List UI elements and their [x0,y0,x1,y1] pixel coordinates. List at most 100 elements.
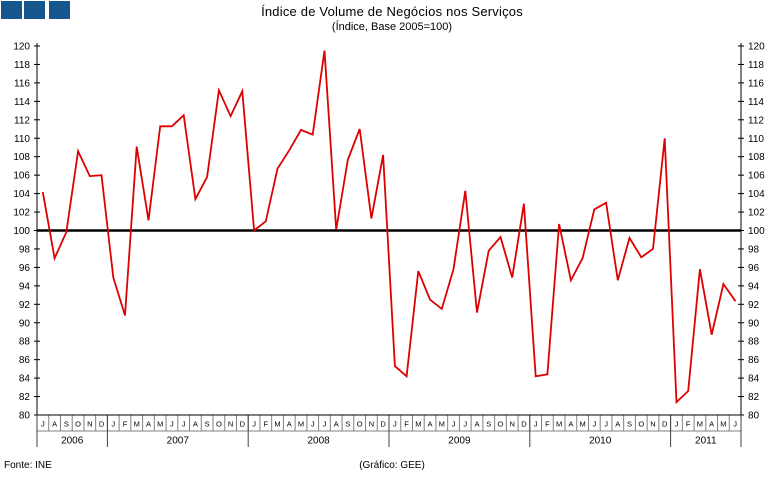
y-axis-label-right: 110 [748,134,764,145]
y-axis-label-left: 112 [14,115,30,126]
y-axis-label-right: 120 [748,42,765,53]
month-label: A [709,420,714,429]
y-axis-label-right: 102 [748,208,765,219]
y-axis-label-left: 120 [13,42,30,53]
y-axis-label-right: 84 [748,374,760,385]
chart-title: Índice de Volume de Negócios nos Serviço… [261,4,523,19]
month-label: J [252,420,256,429]
y-axis-label-left: 82 [19,392,31,403]
y-axis-label-left: 96 [19,263,31,274]
month-label: J [463,420,467,429]
y-axis-label-right: 100 [748,226,765,237]
month-label: N [228,420,233,429]
logo [1,1,72,19]
y-axis-label-right: 108 [748,152,765,163]
month-label: F [404,420,409,429]
month-label: N [650,420,655,429]
y-axis-label-left: 84 [19,374,31,385]
month-label: F [686,420,691,429]
y-axis-label-left: 90 [19,318,31,329]
y-axis-label-left: 116 [14,78,30,89]
y-axis-label-left: 118 [14,60,30,71]
month-label: F [264,420,269,429]
month-label: O [75,420,81,429]
month-label: O [357,420,363,429]
y-axis-label-left: 86 [19,355,31,366]
month-label: N [87,420,92,429]
month-label: J [592,420,596,429]
month-label: J [733,420,737,429]
month-label: D [521,420,527,429]
month-label: F [545,420,550,429]
logo-square [1,1,22,19]
year-label: 2010 [589,436,612,447]
month-label: A [52,420,57,429]
month-label: J [170,420,174,429]
month-label: J [604,420,608,429]
logo-square [24,1,45,19]
month-label: D [240,420,246,429]
month-label: A [334,420,339,429]
y-axis-label-left: 108 [13,152,30,163]
month-label: J [393,420,397,429]
month-label: J [675,420,679,429]
month-label: A [193,420,198,429]
y-axis-label-left: 114 [14,97,30,108]
y-axis-label-left: 104 [13,189,30,200]
month-label: J [182,420,186,429]
y-axis-label-right: 90 [748,318,760,329]
footer-credit: (Gráfico: GEE) [359,460,425,471]
year-label: 2006 [61,436,84,447]
y-axis-label-left: 98 [19,244,31,255]
month-label: M [298,420,304,429]
y-axis-label-right: 88 [748,337,760,348]
y-axis-label-left: 88 [19,337,31,348]
month-label: S [627,420,632,429]
y-axis-label-right: 118 [748,60,764,71]
month-label: S [345,420,350,429]
month-label: M [697,420,703,429]
month-label: J [452,420,456,429]
y-axis-label-left: 110 [14,134,30,145]
month-label: N [509,420,514,429]
y-axis-label-right: 92 [748,300,760,311]
month-label: N [369,420,374,429]
y-axis-label-right: 114 [748,97,764,108]
year-label: 2008 [307,436,330,447]
y-axis-label-left: 80 [19,411,31,422]
month-label: M [274,420,280,429]
logo-square [49,1,70,19]
month-label: S [64,420,69,429]
month-label: D [662,420,668,429]
y-axis-label-right: 116 [748,78,764,89]
y-axis-ticks: 80 80 82 82 84 84 86 86 88 88 90 90 92 92 94 94 96 96 98 98… [13,42,765,422]
month-label: A [568,420,573,429]
year-label: 2009 [448,436,471,447]
x-axis-years: 2006 2007 2008 2009 2010 2011 [36,415,742,447]
month-label: M [439,420,445,429]
y-axis-label-right: 80 [748,411,760,422]
month-label: O [216,420,222,429]
y-axis-label-left: 106 [13,171,30,182]
month-label: D [99,420,105,429]
year-label: 2011 [695,436,717,447]
y-axis-label-right: 112 [748,115,764,126]
month-label: A [287,420,292,429]
month-label: F [123,420,128,429]
month-label: J [311,420,315,429]
month-label: M [579,420,585,429]
y-axis-label-left: 92 [19,300,31,311]
month-label: S [486,420,491,429]
y-axis-label-right: 82 [748,392,760,403]
month-label: J [323,420,327,429]
chart-subtitle: (Índice, Base 2005=100) [331,21,453,33]
month-label: J [41,420,45,429]
y-axis-label-left: 102 [13,208,30,219]
month-label: A [474,420,479,429]
month-label: A [615,420,620,429]
axes [36,43,742,416]
month-label: A [146,420,151,429]
y-axis-label-right: 86 [748,355,760,366]
month-label: O [498,420,504,429]
